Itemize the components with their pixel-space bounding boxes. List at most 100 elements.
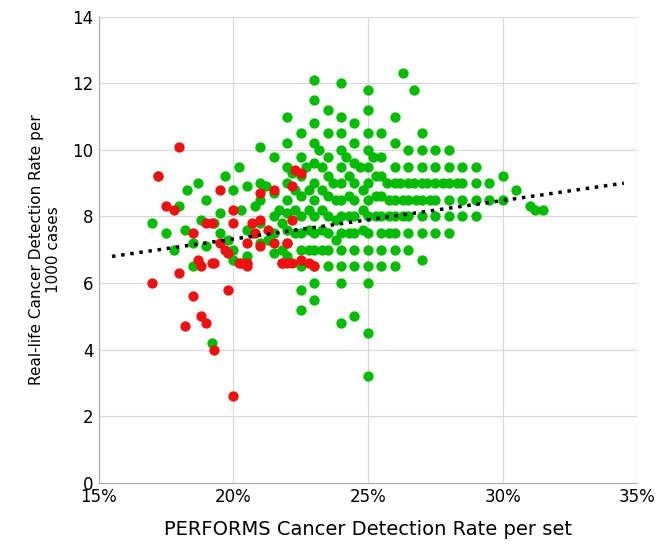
Point — [497, 195, 508, 204]
Point — [193, 179, 204, 188]
Point — [357, 185, 368, 194]
Point — [417, 255, 427, 264]
Point — [390, 112, 400, 121]
Point — [241, 262, 252, 271]
Point — [220, 172, 231, 181]
Point — [255, 239, 265, 248]
Point — [236, 205, 246, 214]
Point — [187, 292, 198, 301]
Point — [282, 225, 292, 234]
Point — [497, 172, 508, 181]
Point — [363, 279, 373, 287]
Point — [322, 212, 332, 221]
Point — [411, 195, 422, 204]
Point — [349, 195, 359, 204]
Point — [268, 152, 279, 161]
Point — [206, 259, 217, 268]
Point — [304, 245, 314, 254]
Point — [363, 212, 373, 221]
Point — [277, 245, 287, 254]
Point — [174, 202, 185, 211]
Point — [228, 205, 238, 214]
Point — [349, 229, 359, 238]
Point — [357, 225, 368, 234]
Point — [363, 129, 373, 138]
Point — [228, 185, 238, 194]
Point — [371, 192, 381, 201]
Point — [430, 229, 440, 238]
Point — [363, 195, 373, 204]
Point — [282, 259, 292, 268]
Point — [443, 145, 454, 154]
Point — [263, 235, 273, 244]
Point — [214, 229, 225, 238]
Point — [424, 195, 435, 204]
Point — [282, 239, 292, 248]
Point — [304, 225, 314, 234]
Point — [395, 179, 405, 188]
Point — [322, 245, 332, 254]
Point — [417, 145, 427, 154]
Point — [336, 129, 346, 138]
Point — [179, 225, 190, 234]
Point — [344, 212, 354, 221]
Point — [357, 205, 368, 214]
Point — [349, 119, 359, 128]
Point — [376, 229, 386, 238]
Point — [223, 235, 233, 244]
Point — [390, 212, 400, 221]
Point — [397, 212, 408, 221]
Point — [390, 229, 400, 238]
Point — [322, 129, 332, 138]
Point — [263, 225, 273, 234]
Point — [363, 229, 373, 238]
Point — [430, 145, 440, 154]
Point — [241, 182, 252, 191]
Point — [443, 162, 454, 171]
Point — [282, 179, 292, 188]
Point — [336, 245, 346, 254]
Point — [530, 205, 540, 214]
Point — [287, 215, 298, 224]
Point — [349, 262, 359, 271]
Point — [268, 249, 279, 258]
Point — [314, 145, 325, 154]
Point — [363, 262, 373, 271]
Point — [417, 179, 427, 188]
Point — [295, 172, 306, 181]
Point — [295, 255, 306, 264]
Point — [336, 319, 346, 327]
Point — [422, 179, 432, 188]
Point — [322, 192, 332, 201]
Point — [287, 259, 298, 268]
Point — [255, 195, 265, 204]
Y-axis label: Real-life Cancer Detection Rate per
1000 cases: Real-life Cancer Detection Rate per 1000… — [29, 114, 61, 385]
Point — [147, 279, 158, 287]
Point — [290, 185, 300, 194]
Point — [376, 172, 386, 181]
Point — [309, 179, 319, 188]
Point — [214, 239, 225, 248]
Point — [376, 192, 386, 201]
Point — [336, 229, 346, 238]
Point — [417, 162, 427, 171]
Point — [152, 172, 163, 181]
Point — [309, 245, 319, 254]
Point — [295, 245, 306, 254]
Point — [336, 279, 346, 287]
Point — [403, 212, 414, 221]
Point — [250, 202, 260, 211]
Point — [268, 189, 279, 198]
Point — [295, 169, 306, 178]
Point — [201, 219, 212, 228]
Point — [470, 195, 481, 204]
Point — [537, 205, 548, 214]
Point — [309, 262, 319, 271]
Point — [182, 185, 193, 194]
Point — [336, 112, 346, 121]
Point — [430, 179, 440, 188]
Point — [309, 139, 319, 148]
Point — [430, 162, 440, 171]
Point — [376, 245, 386, 254]
Point — [336, 79, 346, 88]
